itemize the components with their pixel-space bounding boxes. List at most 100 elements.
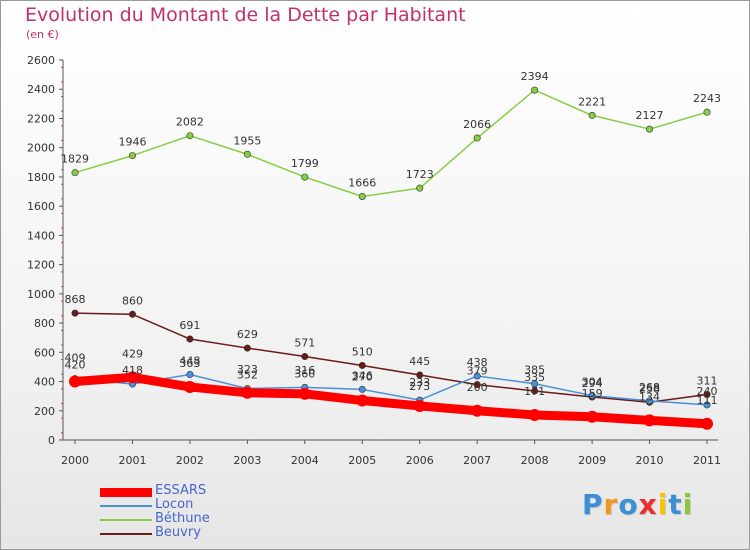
x-tick-label: 2004: [291, 454, 319, 467]
data-label-beuvry: 860: [122, 294, 143, 307]
data-label-beuvry: 510: [352, 345, 373, 358]
series-line-essars: [70, 372, 712, 429]
logo-letter: P: [582, 488, 604, 521]
data-label-essars: 200: [467, 381, 488, 394]
data-label-essars: 111: [697, 394, 718, 407]
data-point-beuvry: [531, 387, 539, 395]
legend-label-beuvry: Beuvry: [155, 525, 201, 540]
logo-letter: i: [657, 488, 669, 521]
data-label-locon: 385: [524, 364, 545, 377]
data-point-locon: [473, 372, 481, 380]
data-label-beuvry: 379: [467, 365, 488, 378]
data-point-essars: [241, 386, 254, 399]
data-point-beuvry: [243, 344, 251, 352]
x-tick-label: 2000: [61, 454, 89, 467]
x-tick-label: 2003: [233, 454, 261, 467]
y-tick-label: 0: [48, 434, 55, 447]
data-point-béthune: [358, 193, 366, 201]
logo-letter: i: [682, 488, 694, 521]
data-point-béthune: [588, 111, 596, 119]
data-point-béthune: [703, 108, 711, 116]
y-tick-label: 1200: [27, 259, 55, 272]
y-tick-label: 2000: [27, 142, 55, 155]
data-label-locon: 240: [697, 385, 718, 398]
data-point-essars: [126, 371, 139, 384]
series-line-locon: [74, 373, 708, 406]
data-point-béthune: [243, 150, 251, 158]
data-point-beuvry: [473, 381, 481, 389]
legend-label-bethune: Béthune: [155, 511, 210, 526]
data-point-essars: [586, 410, 599, 423]
data-label-locon: 273: [409, 380, 430, 393]
data-point-locon: [588, 392, 596, 400]
x-tick-label: 2005: [348, 454, 376, 467]
data-point-béthune: [128, 152, 136, 160]
data-label-essars: 171: [524, 385, 545, 398]
data-point-essars: [69, 375, 81, 388]
data-label-locon: 360: [294, 367, 315, 380]
chart-subtitle: (en €): [26, 28, 59, 41]
legend-swatch-locon: [100, 505, 152, 507]
logo-letter: o: [618, 488, 639, 521]
chart-title: Evolution du Montant de la Dette par Hab…: [25, 4, 466, 26]
data-point-beuvry: [71, 309, 79, 317]
data-label-locon: 418: [122, 364, 143, 377]
data-label-locon: 448: [179, 355, 200, 368]
data-point-essars: [183, 380, 196, 393]
logo-letter: x: [638, 488, 658, 521]
y-tick-label: 1000: [27, 288, 55, 301]
series-line-béthune: [74, 89, 708, 198]
data-label-essars: 159: [582, 387, 603, 400]
data-label-béthune: 2221: [578, 95, 606, 108]
data-point-locon: [186, 371, 194, 379]
legend-label-locon: Locon: [155, 497, 194, 512]
data-point-locon: [358, 385, 366, 393]
legend-label-essars: ESSARS: [155, 483, 207, 498]
data-point-essars: [643, 414, 656, 427]
data-label-locon: 438: [467, 356, 488, 369]
data-point-beuvry: [416, 371, 424, 379]
legend-swatch-bethune: [100, 519, 152, 521]
data-label-locon: 352: [237, 369, 258, 382]
x-tick-label: 2009: [578, 454, 606, 467]
data-label-essars: 409: [65, 352, 86, 365]
data-label-béthune: 2082: [176, 116, 204, 129]
data-label-béthune: 1723: [406, 168, 434, 181]
data-point-locon: [531, 380, 539, 388]
x-tick-label: 2007: [463, 454, 491, 467]
data-label-locon: 268: [639, 381, 660, 394]
data-label-essars: 316: [294, 364, 315, 377]
data-label-essars: 323: [237, 363, 258, 376]
data-point-beuvry: [301, 353, 309, 361]
data-point-beuvry: [358, 361, 366, 369]
data-label-beuvry: 571: [294, 337, 315, 350]
y-tick-label: 2600: [27, 54, 55, 67]
data-label-essars: 429: [122, 347, 143, 360]
data-label-essars: 270: [352, 371, 373, 384]
logo-letter: t: [668, 488, 683, 521]
y-tick-label: 1600: [27, 200, 55, 213]
x-tick-label: 2008: [521, 454, 549, 467]
data-point-essars: [528, 409, 541, 422]
data-label-béthune: 1799: [291, 157, 319, 170]
data-label-locon: 304: [582, 376, 603, 389]
x-tick-label: 2001: [118, 454, 146, 467]
data-label-béthune: 2243: [693, 92, 721, 105]
data-label-locon: 420: [65, 359, 86, 372]
data-label-béthune: 1955: [233, 134, 261, 147]
data-point-essars: [356, 394, 369, 407]
data-label-béthune: 2394: [521, 70, 549, 83]
y-tick-label: 600: [34, 346, 55, 359]
legend-swatch-beuvry: [100, 533, 152, 535]
data-label-béthune: 1946: [118, 136, 146, 149]
data-label-beuvry: 629: [237, 328, 258, 341]
data-point-essars: [298, 387, 311, 400]
data-point-essars: [471, 404, 484, 417]
series-line-beuvry: [74, 312, 708, 404]
data-point-béthune: [186, 132, 194, 140]
data-point-locon: [703, 401, 711, 409]
y-tick-label: 2400: [27, 83, 55, 96]
data-label-beuvry: 258: [639, 382, 660, 395]
data-label-béthune: 2127: [636, 109, 664, 122]
